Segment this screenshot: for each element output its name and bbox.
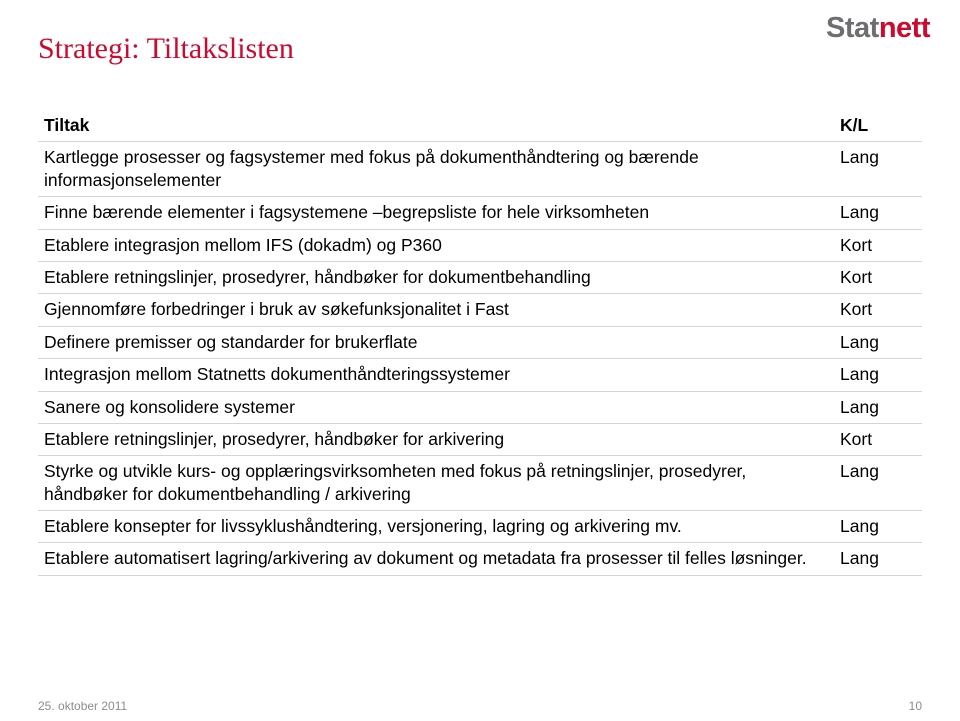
cell-tiltak: Definere premisser og standarder for bru… — [38, 326, 834, 358]
cell-kl: Lang — [834, 326, 922, 358]
cell-tiltak: Styrke og utvikle kurs- og opplæringsvir… — [38, 456, 834, 511]
brand-logo: Statnett — [826, 12, 930, 45]
table-row: Etablere retningslinjer, prosedyrer, hån… — [38, 261, 922, 293]
table-row: Sanere og konsolidere systemerLang — [38, 391, 922, 423]
logo-main: Stat — [826, 12, 879, 44]
cell-tiltak: Finne bærende elementer i fagsystemene –… — [38, 197, 834, 229]
footer-date: 25. oktober 2011 — [38, 699, 127, 713]
cell-tiltak: Etablere retningslinjer, prosedyrer, hån… — [38, 261, 834, 293]
table-row: Kartlegge prosesser og fagsystemer med f… — [38, 142, 922, 197]
table-row: Etablere automatisert lagring/arkivering… — [38, 543, 922, 575]
cell-kl: Kort — [834, 294, 922, 326]
logo-accent: nett — [879, 12, 930, 44]
col-header-tiltak: Tiltak — [38, 110, 834, 142]
cell-kl: Lang — [834, 359, 922, 391]
table-row: Etablere konsepter for livssyklushåndter… — [38, 511, 922, 543]
table-row: Finne bærende elementer i fagsystemene –… — [38, 197, 922, 229]
table-header-row: Tiltak K/L — [38, 110, 922, 142]
cell-kl: Kort — [834, 229, 922, 261]
table-row: Definere premisser og standarder for bru… — [38, 326, 922, 358]
cell-kl: Kort — [834, 261, 922, 293]
cell-kl: Kort — [834, 423, 922, 455]
cell-tiltak: Etablere konsepter for livssyklushåndter… — [38, 511, 834, 543]
cell-tiltak: Etablere integrasjon mellom IFS (dokadm)… — [38, 229, 834, 261]
cell-tiltak: Integrasjon mellom Statnetts dokumenthån… — [38, 359, 834, 391]
cell-kl: Lang — [834, 142, 922, 197]
cell-kl: Lang — [834, 543, 922, 575]
cell-tiltak: Kartlegge prosesser og fagsystemer med f… — [38, 142, 834, 197]
cell-tiltak: Sanere og konsolidere systemer — [38, 391, 834, 423]
cell-tiltak: Etablere automatisert lagring/arkivering… — [38, 543, 834, 575]
cell-tiltak: Gjennomføre forbedringer i bruk av søkef… — [38, 294, 834, 326]
cell-kl: Lang — [834, 456, 922, 511]
cell-tiltak: Etablere retningslinjer, prosedyrer, hån… — [38, 423, 834, 455]
slide-footer: 25. oktober 2011 10 — [38, 699, 922, 713]
table-row: Integrasjon mellom Statnetts dokumenthån… — [38, 359, 922, 391]
tiltak-table: Tiltak K/L Kartlegge prosesser og fagsys… — [38, 110, 922, 576]
table-row: Gjennomføre forbedringer i bruk av søkef… — [38, 294, 922, 326]
col-header-kl: K/L — [834, 110, 922, 142]
cell-kl: Lang — [834, 197, 922, 229]
table-row: Etablere retningslinjer, prosedyrer, hån… — [38, 423, 922, 455]
page-title: Strategi: Tiltakslisten — [38, 32, 922, 66]
cell-kl: Lang — [834, 391, 922, 423]
table-row: Styrke og utvikle kurs- og opplæringsvir… — [38, 456, 922, 511]
table-row: Etablere integrasjon mellom IFS (dokadm)… — [38, 229, 922, 261]
footer-page-number: 10 — [909, 699, 922, 713]
cell-kl: Lang — [834, 511, 922, 543]
